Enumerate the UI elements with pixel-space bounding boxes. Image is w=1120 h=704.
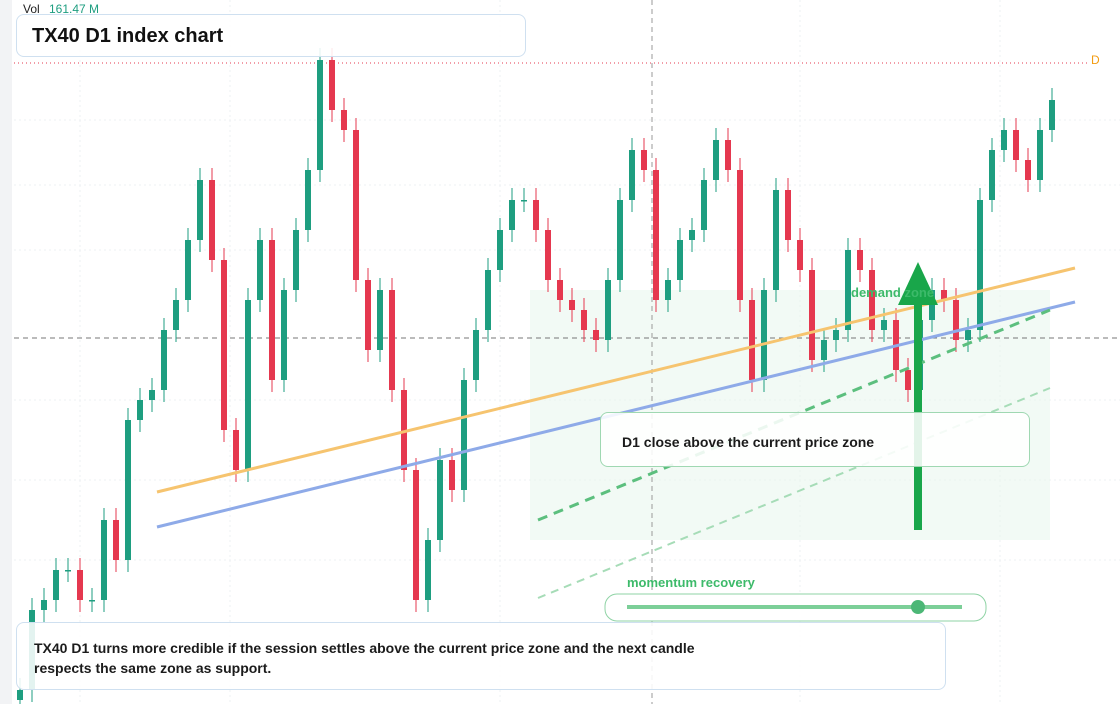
candle-body	[665, 280, 671, 300]
candle-body	[485, 270, 491, 330]
candle-body	[593, 330, 599, 340]
callout-text: D1 close above the current price zone	[622, 434, 875, 450]
candle-body	[17, 690, 23, 700]
candle-body	[833, 330, 839, 340]
candle-body	[89, 600, 95, 602]
candle-body	[341, 110, 347, 130]
candle-body	[557, 280, 563, 300]
candle-body	[233, 430, 239, 470]
candle-body	[389, 290, 395, 390]
candle-body	[137, 400, 143, 420]
momentum-knob	[911, 600, 925, 614]
candle-body	[209, 180, 215, 260]
candle-body	[533, 200, 539, 230]
candle-body	[293, 230, 299, 290]
candle-body	[353, 130, 359, 280]
title-box	[16, 14, 526, 57]
candle-body	[941, 290, 947, 300]
candle-body	[221, 260, 227, 430]
candle-body	[749, 300, 755, 380]
candle-body	[245, 300, 251, 470]
candle-body	[65, 570, 71, 572]
candle-body	[425, 540, 431, 600]
candle-body	[305, 170, 311, 230]
candle-body	[953, 300, 959, 340]
candle-body	[581, 310, 587, 330]
candle-body	[845, 250, 851, 330]
candle-body	[257, 240, 263, 300]
candle-body	[173, 300, 179, 330]
candle-body	[1025, 160, 1031, 180]
candle-body	[113, 520, 119, 560]
candle-body	[281, 290, 287, 380]
candle-body	[713, 140, 719, 180]
candle-body	[185, 240, 191, 300]
candle-body	[869, 270, 875, 330]
candle-body	[413, 470, 419, 600]
left-edge	[0, 0, 12, 704]
candle-body	[101, 520, 107, 600]
note-text: TX40 D1 turns more credible if the sessi…	[34, 640, 695, 676]
vol-value: 161.47 M	[49, 2, 100, 16]
candle-body	[497, 230, 503, 270]
candle-body	[365, 280, 371, 350]
candle-body	[521, 200, 527, 202]
candle-body	[449, 460, 455, 490]
candle-body	[905, 370, 911, 390]
candle-body	[437, 460, 443, 540]
candle-body	[989, 150, 995, 200]
candle-body	[1013, 130, 1019, 160]
candle-body	[785, 190, 791, 240]
candle-body	[125, 420, 131, 560]
candle-body	[821, 340, 827, 360]
candle-body	[461, 380, 467, 490]
candle-body	[1037, 130, 1043, 180]
candle-body	[161, 330, 167, 390]
candle-body	[677, 240, 683, 280]
candle-body	[317, 60, 323, 170]
candle-body	[701, 180, 707, 230]
candle-body	[545, 230, 551, 280]
candle-body	[617, 200, 623, 280]
candle-body	[509, 200, 515, 230]
candle-body	[857, 250, 863, 270]
candle-body	[401, 390, 407, 470]
candle-body	[629, 150, 635, 200]
candle-body	[53, 570, 59, 600]
candle-body	[725, 140, 731, 170]
candle-body	[77, 570, 83, 600]
candle-body	[977, 200, 983, 330]
candle-body	[41, 600, 47, 610]
callout-box	[600, 412, 1030, 467]
note-box	[16, 622, 946, 690]
candle-body	[269, 240, 275, 380]
candle-body	[773, 190, 779, 290]
candle-body	[605, 280, 611, 340]
candle-body	[797, 240, 803, 270]
candle-body	[329, 60, 335, 110]
candle-body	[737, 170, 743, 300]
candle-body	[653, 170, 659, 300]
marker-label: D	[1091, 53, 1100, 67]
momentum-label: momentum recovery	[627, 575, 755, 590]
candle-body	[1049, 100, 1055, 130]
candle-body	[569, 300, 575, 310]
candle-body	[473, 330, 479, 380]
candle-body	[881, 320, 887, 330]
candle-body	[149, 390, 155, 400]
candle-body	[965, 330, 971, 340]
candle-body	[809, 270, 815, 360]
zone-label: demand zone	[851, 285, 935, 300]
chart-title: TX40 D1 index chart	[32, 25, 224, 47]
vol-label: Vol	[23, 2, 40, 16]
arrow-head	[898, 262, 938, 305]
candle-body	[641, 150, 647, 170]
candle-body	[761, 290, 767, 380]
candle-body	[689, 230, 695, 240]
candle-body	[377, 290, 383, 350]
candle-body	[197, 180, 203, 240]
candle-body	[1001, 130, 1007, 150]
